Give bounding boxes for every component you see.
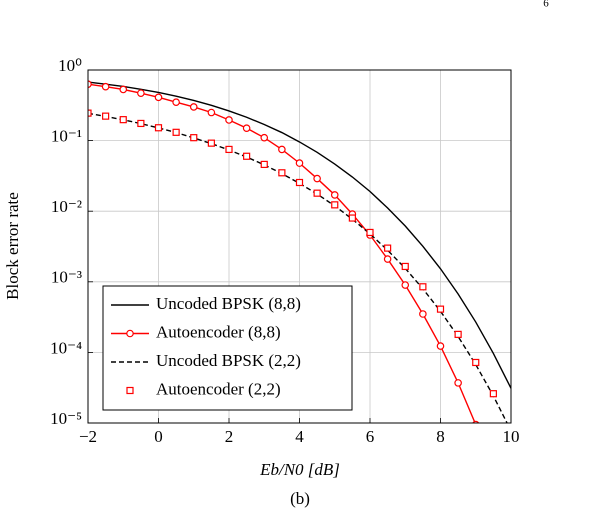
- legend-label: Autoencoder (2,2): [156, 379, 281, 398]
- series-line: [88, 81, 511, 389]
- point: [331, 201, 339, 209]
- point: [190, 134, 198, 142]
- point: [313, 189, 321, 197]
- point: [295, 159, 304, 167]
- page-number: 6: [543, 0, 549, 10]
- point: [472, 358, 480, 367]
- point: [119, 116, 127, 124]
- point: [383, 255, 392, 263]
- y-tick-label: 10⁻³: [51, 268, 82, 287]
- legend-marker: [126, 386, 134, 395]
- point: [436, 342, 445, 350]
- legend-marker: [126, 329, 134, 338]
- point: [401, 281, 410, 289]
- point: [260, 160, 268, 169]
- point: [225, 145, 233, 154]
- point: [207, 139, 215, 147]
- legend-label: Autoencoder (8,8): [156, 322, 281, 341]
- point: [101, 82, 110, 91]
- y-tick-label: 10⁻¹: [51, 127, 82, 146]
- point: [137, 119, 145, 128]
- y-tick-label: 10⁻⁴: [50, 338, 82, 357]
- x-tick-label: −2: [79, 427, 97, 446]
- point: [278, 145, 286, 154]
- legend-label: Uncoded BPSK (8,8): [156, 294, 301, 313]
- point: [295, 178, 304, 187]
- point: [401, 262, 409, 271]
- point: [278, 169, 286, 177]
- point: [260, 133, 269, 142]
- x-tick-label: 0: [154, 427, 163, 446]
- legend-label: Uncoded BPSK (2,2): [156, 351, 301, 370]
- caption: (b): [290, 489, 310, 508]
- point: [454, 379, 462, 387]
- x-tick-label: 4: [295, 427, 304, 446]
- point: [154, 124, 163, 132]
- point: [419, 283, 427, 291]
- x-tick-label: 6: [366, 427, 375, 446]
- point: [137, 89, 145, 97]
- point: [242, 124, 251, 132]
- y-tick-label: 10⁰: [58, 56, 82, 75]
- plot-frame: [87, 69, 512, 424]
- x-tick-label: 8: [436, 427, 445, 446]
- point: [102, 112, 110, 120]
- point: [119, 85, 128, 94]
- point: [472, 420, 480, 423]
- point: [172, 98, 180, 106]
- point: [243, 152, 251, 160]
- point: [419, 310, 427, 318]
- point: [225, 116, 233, 124]
- point: [384, 244, 392, 252]
- x-tick-label: 10: [503, 427, 520, 446]
- point: [436, 305, 445, 313]
- point: [172, 128, 180, 136]
- x-axis-label: Eb/N0 [dB]: [259, 460, 340, 479]
- y-tick-label: 10⁻²: [51, 197, 82, 216]
- x-tick-label: 2: [225, 427, 234, 446]
- point: [348, 214, 356, 222]
- point: [366, 228, 374, 237]
- point: [313, 174, 321, 183]
- legend-box: [102, 285, 353, 411]
- point: [154, 93, 163, 102]
- point: [489, 390, 497, 398]
- point: [207, 108, 216, 117]
- point: [454, 330, 462, 338]
- y-axis-label: Block error rate: [3, 192, 22, 300]
- point: [189, 103, 198, 111]
- y-tick-label: 10⁻⁵: [50, 409, 82, 428]
- point: [88, 109, 92, 117]
- point: [330, 191, 339, 199]
